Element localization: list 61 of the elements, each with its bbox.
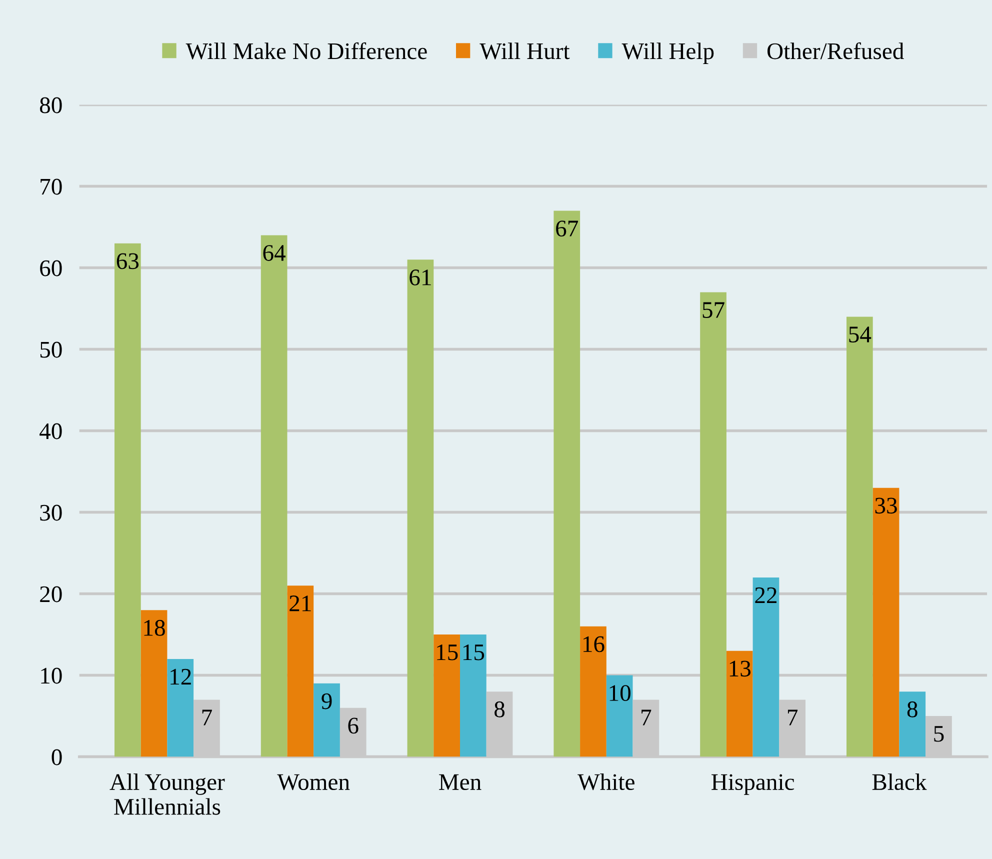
bar	[700, 292, 726, 757]
bar	[580, 626, 606, 757]
x-tick-label: All Younger Millennials	[110, 773, 225, 815]
data-label: 21	[290, 596, 311, 612]
data-label: 10	[610, 685, 630, 702]
y-tick-label: 10	[41, 668, 62, 684]
bar	[260, 235, 288, 757]
y-tick-label: 50	[40, 342, 62, 358]
data-label: 22	[755, 587, 776, 604]
data-label: 7	[642, 710, 652, 726]
bar	[726, 650, 753, 757]
legend-label: Will Help	[622, 42, 714, 64]
bar	[872, 488, 900, 757]
y-tick-label: 80	[40, 97, 62, 114]
data-label: 6	[348, 718, 358, 734]
x-tick-label: Hispanic	[712, 774, 794, 795]
data-label: 54	[849, 326, 872, 342]
x-tick-label: Women	[277, 774, 350, 790]
data-label: 5	[934, 726, 944, 742]
y-tick-label: 30	[40, 504, 62, 521]
bar	[407, 260, 434, 757]
y-tick-label: 70	[40, 178, 62, 195]
data-label: 67	[556, 220, 578, 237]
legend-label: Other/Refused	[767, 42, 904, 60]
data-label: 33	[875, 498, 897, 514]
bar	[434, 634, 460, 757]
y-tick-label: 40	[40, 423, 62, 440]
data-label: 8	[907, 701, 918, 718]
bar	[114, 243, 141, 757]
bar	[606, 675, 633, 757]
bar	[846, 316, 873, 757]
data-label: 9	[322, 693, 332, 710]
data-label: 63	[116, 253, 139, 270]
data-label: 16	[583, 636, 604, 652]
data-label: 57	[702, 302, 724, 318]
y-tick-label: 60	[40, 260, 62, 276]
data-label: 12	[170, 668, 191, 685]
bar	[287, 586, 314, 757]
data-label: 18	[144, 620, 165, 636]
bar	[167, 658, 194, 757]
x-tick-label: Black	[872, 773, 927, 790]
bar	[899, 692, 926, 757]
legend-label: Will Make No Difference	[186, 42, 427, 60]
bar	[460, 634, 486, 757]
data-label: 15	[463, 644, 484, 660]
x-tick-label: White	[578, 773, 634, 790]
data-label: 64	[263, 245, 286, 261]
data-label: 8	[494, 701, 505, 718]
bar	[752, 577, 780, 757]
y-tick-label: 20	[40, 586, 62, 602]
legend-label: Will Hurt	[480, 42, 570, 60]
data-label: 7	[202, 710, 212, 726]
y-tick-label: 0	[52, 749, 62, 766]
bar	[314, 683, 340, 757]
data-label: 15	[437, 644, 458, 660]
data-label: 7	[788, 710, 798, 726]
data-label: 61	[410, 270, 431, 286]
x-tick-label: Men	[439, 774, 482, 790]
data-label: 13	[730, 660, 751, 677]
bar	[554, 210, 580, 757]
bar	[140, 610, 168, 757]
